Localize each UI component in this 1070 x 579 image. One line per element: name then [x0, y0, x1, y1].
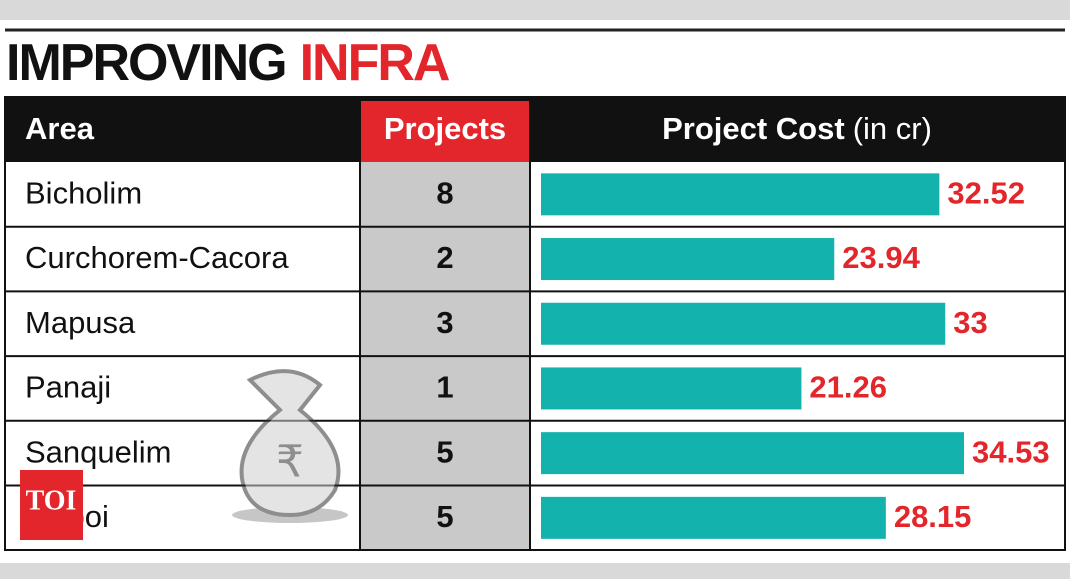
projects-count: 8: [436, 176, 453, 211]
projects-header-cell: [360, 101, 530, 162]
header-area: Area: [25, 111, 95, 146]
value-label: 28.15: [894, 499, 972, 534]
value-label: 32.52: [947, 176, 1025, 211]
projects-count: 2: [436, 240, 453, 275]
area-label: Mapusa: [25, 305, 136, 340]
chart-title: IMPROVING INFRA: [6, 34, 450, 92]
area-label: Panaji: [25, 370, 111, 405]
bottom-strip: [0, 563, 1070, 579]
bar: [541, 367, 802, 410]
value-label: 33: [953, 305, 987, 340]
bar: [541, 238, 835, 281]
value-label: 21.26: [809, 370, 887, 405]
title-main: IMPROVING: [6, 34, 286, 92]
table: Area Projects Project Cost (in cr) Bichol…: [4, 96, 1066, 551]
table-border: [4, 96, 1066, 551]
title-highlight: INFRA: [300, 34, 450, 92]
header-row: [5, 97, 1065, 162]
projects-count: 3: [436, 305, 453, 340]
watermark: TOI: [26, 485, 77, 516]
header-cost-unit: (in cr): [853, 111, 932, 146]
area-label: Curchorem-Cacora: [25, 240, 289, 275]
area-label: Sanquelim: [25, 434, 171, 469]
projects-count: 5: [436, 499, 453, 534]
watermark-box: [20, 470, 83, 540]
svg-text:₹: ₹: [276, 438, 304, 487]
top-strip: [0, 0, 1070, 20]
value-label: 34.53: [972, 434, 1050, 469]
area-label: Bicholim: [25, 176, 142, 211]
projects-count: 1: [436, 370, 453, 405]
value-label: 23.94: [842, 240, 920, 275]
header-cost: Project Cost (in cr): [662, 111, 932, 146]
money-bag-icon: ₹: [232, 369, 348, 523]
projects-count: 5: [436, 434, 453, 469]
header-cost-main: Project Cost: [662, 111, 845, 146]
bar: [541, 496, 886, 539]
bar: [541, 173, 940, 216]
bar: [541, 302, 946, 345]
bar: [541, 432, 964, 475]
header-projects: Projects: [384, 111, 506, 146]
